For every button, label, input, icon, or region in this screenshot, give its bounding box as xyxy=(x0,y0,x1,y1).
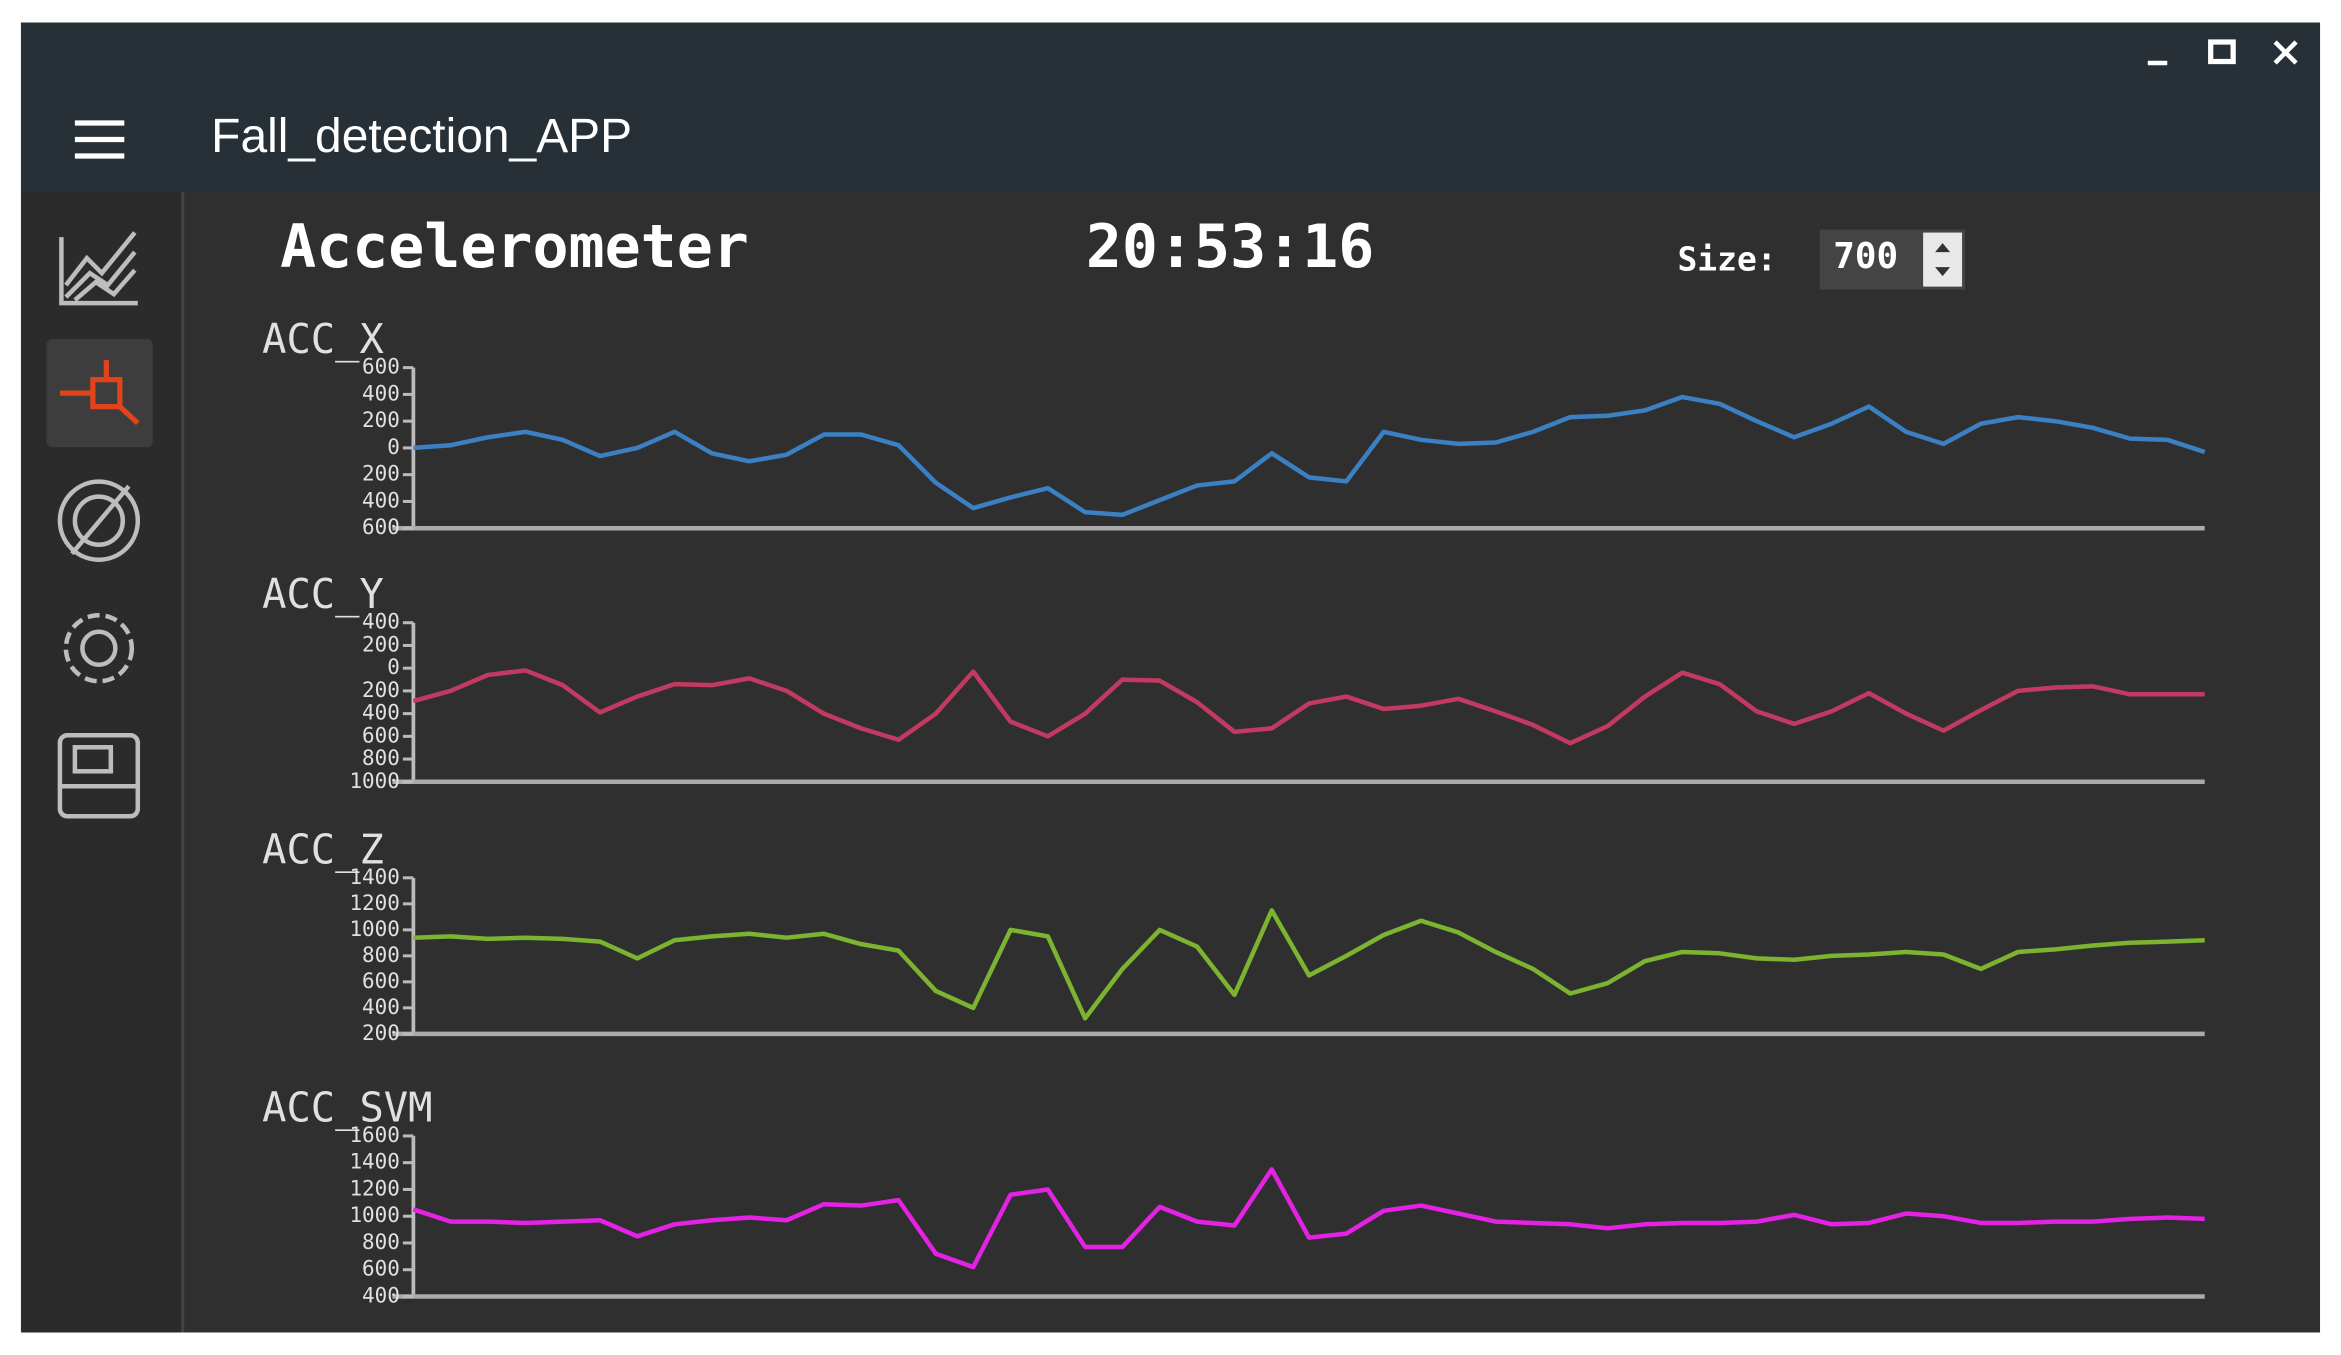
y-tick-label: 800 xyxy=(362,943,400,967)
y-tick-label: 0 xyxy=(387,435,400,459)
y-tick-label: 400 xyxy=(362,995,400,1019)
data-line xyxy=(413,394,2206,518)
y-tick-label: 1000 xyxy=(349,1203,399,1227)
y-tick-label: 400 xyxy=(362,610,400,634)
y-tick-label: 200 xyxy=(362,1021,400,1045)
y-tick-label: 600 xyxy=(362,515,400,539)
settings-nav[interactable] xyxy=(63,612,135,684)
y-tick-label: 600 xyxy=(362,355,400,379)
y-tick-label: 1600 xyxy=(349,1123,399,1147)
data-line xyxy=(413,908,2205,1021)
menu-button[interactable] xyxy=(74,120,125,159)
y-tick-label: 0 xyxy=(387,655,400,679)
title-bar xyxy=(20,22,2321,193)
chart-title: ACC_X xyxy=(262,315,384,363)
app-title: Fall_detection_APP xyxy=(211,110,632,163)
y-tick-label: 600 xyxy=(362,723,400,747)
gyroscope-nav[interactable] xyxy=(57,479,141,562)
window-controls xyxy=(2147,39,2298,66)
clock: 20:53:16 xyxy=(1086,212,1374,282)
accelerometer-nav[interactable] xyxy=(46,339,153,448)
data-line xyxy=(412,668,2205,746)
y-tick-label: 200 xyxy=(362,632,400,656)
y-tick-label: 400 xyxy=(362,701,400,725)
y-tick-label: 400 xyxy=(362,488,400,512)
y-tick-label: 400 xyxy=(362,381,400,405)
y-tick-label: 800 xyxy=(362,746,400,770)
y-tick-label: 1000 xyxy=(349,769,399,793)
y-tick-label: 200 xyxy=(362,678,400,702)
panel-title: Accelerometer xyxy=(280,212,749,282)
y-tick-label: 1400 xyxy=(349,865,399,889)
y-tick-label: 1000 xyxy=(349,917,399,941)
spin-buttons[interactable] xyxy=(1923,232,1963,287)
y-tick-label: 1200 xyxy=(349,1176,399,1200)
spin-arrows xyxy=(1935,243,1951,277)
y-tick-label: 200 xyxy=(362,408,400,432)
y-tick-label: 400 xyxy=(362,1283,400,1307)
y-tick-label: 600 xyxy=(362,969,400,993)
charts-nav[interactable] xyxy=(59,231,138,306)
y-tick-label: 200 xyxy=(362,462,400,486)
chart-title: ACC_Z xyxy=(262,825,384,873)
maximize-button[interactable] xyxy=(2208,39,2236,65)
chart-title: ACC_SVM xyxy=(262,1083,432,1131)
y-tick-label: 600 xyxy=(362,1257,400,1281)
y-tick-label: 800 xyxy=(362,1230,400,1254)
record-nav[interactable] xyxy=(57,733,141,819)
accelerometer-icon xyxy=(59,360,140,426)
data-line xyxy=(412,1167,2205,1270)
close-button[interactable] xyxy=(2273,40,2298,65)
y-tick-label: 1400 xyxy=(349,1150,399,1174)
y-tick-label: 1200 xyxy=(349,891,399,915)
size-value: 700 xyxy=(1833,236,1898,277)
size-label: Size: xyxy=(1677,240,1776,279)
chart-title: ACC_Y xyxy=(262,570,384,618)
